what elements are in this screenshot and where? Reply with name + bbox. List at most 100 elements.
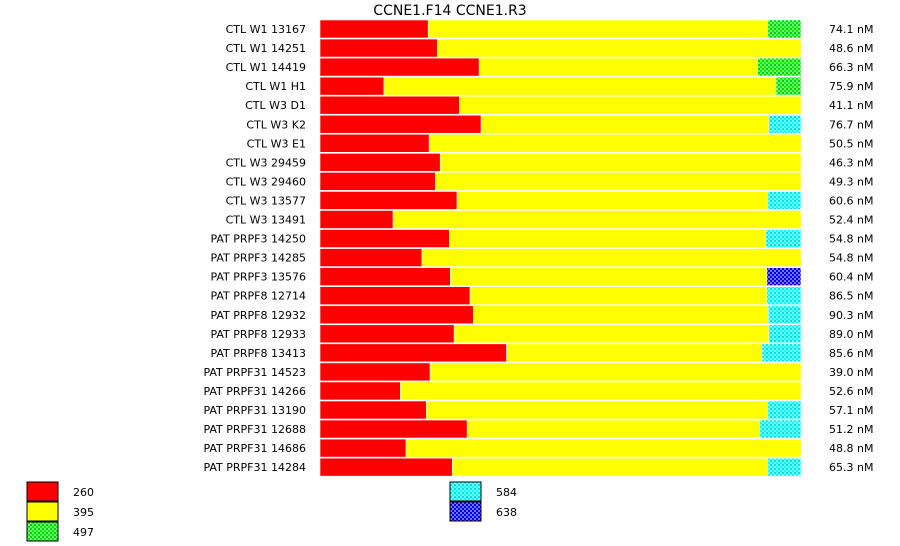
row-label: CTL W1 14251 bbox=[226, 42, 306, 55]
bar-segment-584-row-23 bbox=[767, 457, 802, 477]
bar-segment-395-row-16 bbox=[453, 324, 770, 344]
bar-segment-260-row-10 bbox=[319, 210, 394, 229]
concentration-label: 39.0 nM bbox=[829, 366, 873, 379]
bar-segment-584-row-15 bbox=[767, 305, 802, 325]
bar-segment-260-row-8 bbox=[319, 172, 436, 191]
bar-segment-497-row-3 bbox=[775, 76, 802, 96]
bar-segment-395-row-0 bbox=[427, 19, 769, 39]
bars-group bbox=[319, 19, 802, 477]
concentration-label: 54.8 nM bbox=[829, 252, 873, 265]
row-label: PAT PRPF3 13576 bbox=[210, 271, 306, 284]
concentration-label: 60.4 nM bbox=[829, 271, 873, 284]
bar-segment-584-row-16 bbox=[768, 324, 802, 344]
bar-segment-260-row-4 bbox=[319, 95, 460, 115]
bar-segment-260-row-15 bbox=[319, 305, 474, 325]
bar-segment-260-row-0 bbox=[319, 19, 429, 39]
legend-swatch-497 bbox=[26, 521, 59, 542]
bar-segment-395-row-2 bbox=[478, 57, 759, 77]
row-label: CTL W3 29459 bbox=[226, 156, 306, 169]
concentration-label: 50.5 nM bbox=[829, 137, 873, 150]
concentration-label: 48.6 nM bbox=[829, 42, 873, 55]
bar-segment-395-row-9 bbox=[456, 191, 769, 210]
bar-segment-584-row-17 bbox=[761, 343, 802, 363]
bar-segment-260-row-5 bbox=[319, 114, 482, 134]
legend-label-497: 497 bbox=[73, 526, 94, 539]
bar-segment-395-row-6 bbox=[428, 134, 802, 153]
bar-segment-260-row-19 bbox=[319, 381, 401, 401]
bar-segment-260-row-6 bbox=[319, 134, 430, 153]
bar-segment-395-row-7 bbox=[439, 153, 802, 172]
concentration-label: 52.6 nM bbox=[829, 385, 873, 398]
row-label: PAT PRPF31 14523 bbox=[203, 366, 306, 379]
bar-segment-260-row-18 bbox=[319, 362, 431, 382]
bar-segment-638-row-13 bbox=[766, 267, 802, 286]
bar-segment-260-row-21 bbox=[319, 419, 468, 439]
concentration-label: 46.3 nM bbox=[829, 156, 873, 169]
concentration-label: 48.8 nM bbox=[829, 442, 873, 455]
row-label: CTL W3 D1 bbox=[245, 99, 306, 112]
bar-segment-395-row-4 bbox=[459, 95, 802, 115]
bar-segment-260-row-12 bbox=[319, 248, 423, 267]
bar-segment-395-row-18 bbox=[429, 362, 802, 382]
legend-swatch-584 bbox=[449, 481, 482, 502]
bar-segment-395-row-11 bbox=[449, 229, 767, 248]
concentration-label: 76.7 nM bbox=[829, 118, 873, 131]
bar-segment-260-row-3 bbox=[319, 76, 385, 96]
bar-segment-584-row-20 bbox=[767, 400, 802, 420]
bar-segment-260-row-7 bbox=[319, 153, 441, 172]
concentration-label: 60.6 nM bbox=[829, 194, 873, 207]
bar-segment-395-row-17 bbox=[506, 343, 763, 363]
row-label: PAT PRPF3 14250 bbox=[210, 233, 306, 246]
bar-segment-395-row-20 bbox=[425, 400, 769, 420]
concentration-label: 75.9 nM bbox=[829, 80, 873, 93]
row-label: PAT PRPF31 14284 bbox=[203, 461, 306, 474]
concentration-label: 54.8 nM bbox=[829, 233, 873, 246]
bar-segment-260-row-9 bbox=[319, 191, 458, 210]
bar-segment-584-row-9 bbox=[767, 191, 802, 210]
bar-segment-260-row-11 bbox=[319, 229, 450, 248]
bar-segment-395-row-23 bbox=[451, 457, 769, 477]
bar-segment-497-row-2 bbox=[757, 57, 802, 77]
concentration-label: 74.1 nM bbox=[829, 23, 873, 36]
row-label: CTL W3 E1 bbox=[247, 137, 306, 150]
concentration-label: 41.1 nM bbox=[829, 99, 873, 112]
bar-segment-395-row-19 bbox=[400, 381, 802, 401]
bar-segment-395-row-12 bbox=[421, 248, 802, 267]
bar-segment-395-row-21 bbox=[466, 419, 760, 439]
row-label: PAT PRPF31 14686 bbox=[203, 442, 306, 455]
bar-segment-260-row-14 bbox=[319, 286, 471, 306]
bar-segment-395-row-14 bbox=[469, 286, 768, 306]
row-label: PAT PRPF31 14266 bbox=[203, 385, 306, 398]
concentration-label: 51.2 nM bbox=[829, 423, 873, 436]
bar-segment-260-row-2 bbox=[319, 57, 480, 77]
row-label: CTL W3 29460 bbox=[226, 175, 306, 188]
bar-segment-260-row-13 bbox=[319, 267, 451, 286]
row-label: CTL W3 13491 bbox=[226, 214, 306, 227]
legend-label-584: 584 bbox=[496, 486, 517, 499]
bar-segment-260-row-20 bbox=[319, 400, 427, 420]
row-label: CTL W3 13577 bbox=[226, 194, 306, 207]
row-label: PAT PRPF8 13413 bbox=[210, 347, 306, 360]
row-label: PAT PRPF3 14285 bbox=[210, 252, 306, 265]
bar-segment-260-row-17 bbox=[319, 343, 507, 363]
row-label: CTL W1 H1 bbox=[245, 80, 306, 93]
bar-segment-584-row-14 bbox=[766, 286, 802, 306]
row-labels-group: CTL W1 13167 CTL W1 14251 CTL W1 14419 CTL … bbox=[203, 23, 306, 474]
concentration-label: 65.3 nM bbox=[829, 461, 873, 474]
bar-segment-497-row-0 bbox=[767, 19, 802, 39]
row-label: CTL W3 K2 bbox=[246, 118, 306, 131]
concentration-label: 52.4 nM bbox=[829, 214, 873, 227]
concentration-label: 90.3 nM bbox=[829, 309, 873, 322]
row-label: PAT PRPF8 12933 bbox=[210, 328, 306, 341]
bar-segment-260-row-22 bbox=[319, 438, 407, 458]
bar-segment-584-row-11 bbox=[765, 229, 802, 248]
concentration-label: 89.0 nM bbox=[829, 328, 873, 341]
legend-label-395: 395 bbox=[73, 506, 94, 519]
legend-swatch-260 bbox=[26, 481, 59, 502]
row-label: CTL W1 14419 bbox=[226, 61, 306, 74]
concentration-label: 66.3 nM bbox=[829, 61, 873, 74]
bar-segment-395-row-1 bbox=[437, 38, 802, 58]
bar-segment-260-row-16 bbox=[319, 324, 455, 344]
concentration-label: 85.6 nM bbox=[829, 347, 873, 360]
